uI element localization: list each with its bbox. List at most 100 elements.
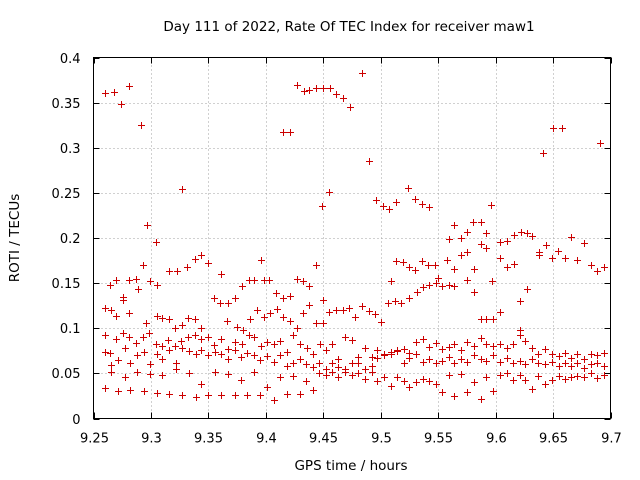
data-point bbox=[464, 249, 471, 256]
data-point bbox=[247, 316, 254, 323]
data-point bbox=[464, 389, 471, 396]
data-point bbox=[426, 378, 433, 385]
data-point bbox=[588, 361, 595, 368]
data-point bbox=[287, 293, 294, 300]
y-tick-label: 0.15 bbox=[52, 277, 81, 292]
data-point bbox=[205, 260, 212, 267]
data-point bbox=[549, 359, 556, 366]
data-point bbox=[267, 310, 274, 317]
data-point bbox=[478, 241, 485, 248]
data-point bbox=[347, 104, 354, 111]
data-point bbox=[372, 311, 379, 318]
data-point bbox=[320, 297, 327, 304]
data-point bbox=[126, 277, 133, 284]
data-point bbox=[535, 360, 542, 367]
data-point bbox=[458, 371, 465, 378]
data-point bbox=[342, 369, 349, 376]
data-point bbox=[490, 388, 497, 395]
data-point bbox=[497, 309, 504, 316]
data-point bbox=[588, 351, 595, 358]
data-point bbox=[294, 325, 301, 332]
data-point bbox=[394, 374, 401, 381]
data-point bbox=[186, 348, 193, 355]
data-point bbox=[594, 352, 601, 359]
data-point bbox=[359, 70, 366, 77]
x-tick-label: 9.45 bbox=[309, 432, 338, 447]
data-point bbox=[568, 234, 575, 241]
data-point bbox=[369, 354, 376, 361]
y-tick-label: 0.05 bbox=[52, 367, 81, 382]
data-point bbox=[271, 359, 278, 366]
data-point bbox=[420, 376, 427, 383]
data-point bbox=[426, 344, 433, 351]
data-point bbox=[478, 356, 485, 363]
data-point bbox=[497, 255, 504, 262]
data-point bbox=[290, 373, 297, 380]
data-point bbox=[290, 360, 297, 367]
data-point bbox=[198, 381, 205, 388]
data-point bbox=[297, 356, 304, 363]
data-point bbox=[483, 358, 490, 365]
data-point bbox=[320, 85, 327, 92]
x-tick-label: 9.5 bbox=[371, 432, 392, 447]
data-point bbox=[143, 320, 150, 327]
data-point bbox=[310, 387, 317, 394]
data-point bbox=[489, 278, 496, 285]
data-point bbox=[426, 356, 433, 363]
data-point bbox=[458, 347, 465, 354]
data-point bbox=[174, 268, 181, 275]
data-point bbox=[497, 359, 504, 366]
data-point bbox=[327, 85, 334, 92]
data-point bbox=[574, 351, 581, 358]
data-point bbox=[380, 203, 387, 210]
data-point bbox=[135, 286, 142, 293]
data-point bbox=[562, 376, 569, 383]
data-point bbox=[369, 363, 376, 370]
data-point bbox=[333, 91, 340, 98]
data-point bbox=[464, 229, 471, 236]
data-point bbox=[471, 343, 478, 350]
data-point bbox=[258, 343, 265, 350]
data-point bbox=[212, 369, 219, 376]
data-point bbox=[165, 337, 172, 344]
data-point bbox=[179, 322, 186, 329]
data-point bbox=[127, 360, 134, 367]
data-point bbox=[313, 262, 320, 269]
data-point bbox=[127, 387, 134, 394]
data-point bbox=[225, 356, 232, 363]
data-point bbox=[244, 392, 251, 399]
data-point bbox=[400, 259, 407, 266]
data-point bbox=[140, 334, 147, 341]
data-point bbox=[239, 341, 246, 348]
data-point bbox=[497, 372, 504, 379]
data-point bbox=[284, 349, 291, 356]
data-point bbox=[257, 357, 264, 364]
data-point bbox=[108, 362, 115, 369]
data-point bbox=[504, 238, 511, 245]
data-point bbox=[159, 343, 166, 350]
data-point bbox=[511, 232, 518, 239]
data-point bbox=[154, 282, 161, 289]
data-point bbox=[518, 229, 525, 236]
data-point bbox=[301, 88, 308, 95]
data-point bbox=[349, 337, 356, 344]
data-point bbox=[154, 313, 161, 320]
x-tick-label: 9.65 bbox=[539, 432, 568, 447]
data-point bbox=[173, 366, 180, 373]
data-point bbox=[179, 345, 186, 352]
data-point bbox=[510, 360, 517, 367]
data-point bbox=[522, 338, 529, 345]
data-point bbox=[535, 373, 542, 380]
data-point bbox=[362, 366, 369, 373]
data-point bbox=[405, 185, 412, 192]
data-point bbox=[556, 353, 563, 360]
data-point bbox=[218, 336, 225, 343]
data-point bbox=[335, 364, 342, 371]
data-point bbox=[562, 350, 569, 357]
data-point bbox=[333, 307, 340, 314]
data-point bbox=[594, 268, 601, 275]
data-point bbox=[342, 334, 349, 341]
y-tick-label: 0.1 bbox=[60, 322, 81, 337]
data-point bbox=[326, 189, 333, 196]
